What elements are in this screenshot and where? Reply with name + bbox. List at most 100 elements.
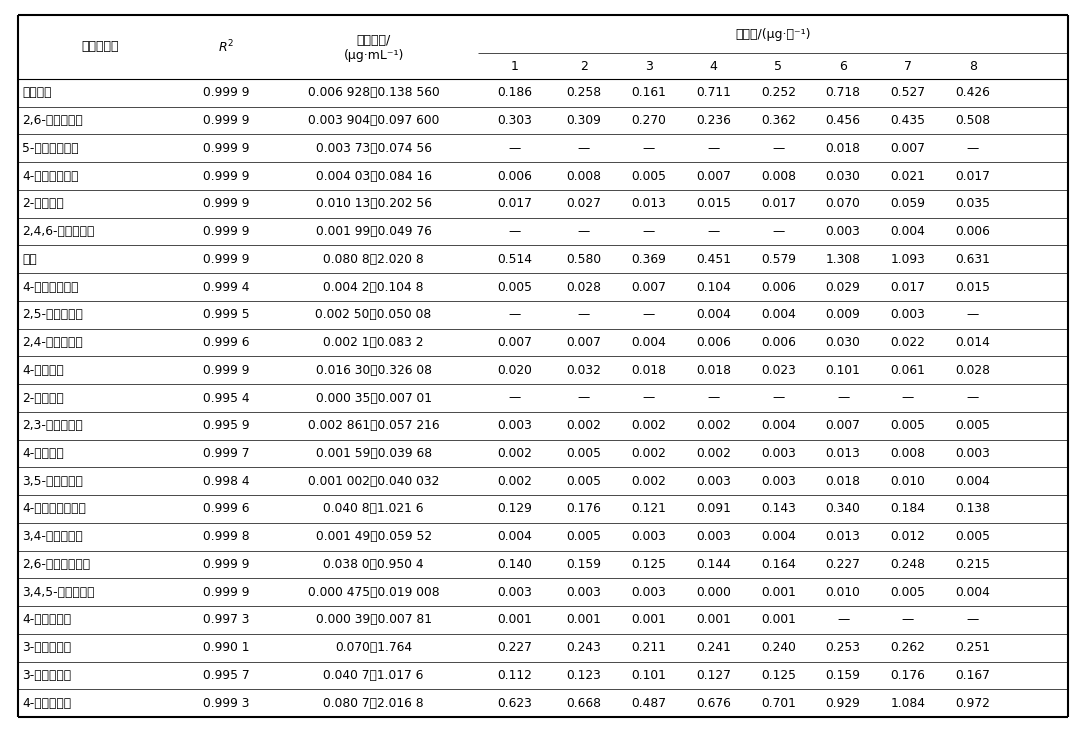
Text: 0.435: 0.435 xyxy=(891,114,926,127)
Text: 0.003: 0.003 xyxy=(826,225,861,238)
Text: 0.000 475～0.019 008: 0.000 475～0.019 008 xyxy=(308,585,440,599)
Text: 0.002: 0.002 xyxy=(696,447,731,460)
Text: 0.003: 0.003 xyxy=(566,585,602,599)
Text: 0.002: 0.002 xyxy=(566,419,602,432)
Text: 0.248: 0.248 xyxy=(891,558,926,571)
Text: 0.487: 0.487 xyxy=(631,697,666,709)
Text: 0.005: 0.005 xyxy=(891,585,926,599)
Text: 0.001: 0.001 xyxy=(497,613,532,626)
Text: 0.253: 0.253 xyxy=(825,641,861,654)
Text: 0.456: 0.456 xyxy=(825,114,861,127)
Text: 0.362: 0.362 xyxy=(761,114,796,127)
Text: 0.001: 0.001 xyxy=(761,585,796,599)
Text: 0.112: 0.112 xyxy=(497,669,532,682)
Text: —: — xyxy=(578,225,590,238)
Text: 0.006: 0.006 xyxy=(696,336,731,349)
Text: 0.580: 0.580 xyxy=(566,253,602,266)
Text: 0.017: 0.017 xyxy=(497,198,532,211)
Text: 0.003 73～0.074 56: 0.003 73～0.074 56 xyxy=(315,142,432,155)
Text: 0.001: 0.001 xyxy=(631,613,666,626)
Text: 0.251: 0.251 xyxy=(956,641,990,654)
Text: 0.227: 0.227 xyxy=(826,558,861,571)
Text: 0.508: 0.508 xyxy=(956,114,990,127)
Text: —: — xyxy=(509,225,521,238)
Text: 0.005: 0.005 xyxy=(566,475,602,488)
Text: 0.164: 0.164 xyxy=(761,558,796,571)
Text: 0.020: 0.020 xyxy=(497,364,532,377)
Text: 0.676: 0.676 xyxy=(696,697,731,709)
Text: 0.003: 0.003 xyxy=(497,585,532,599)
Text: 0.001: 0.001 xyxy=(761,613,796,626)
Text: 7: 7 xyxy=(904,60,912,72)
Text: 2,4-二甲基苯酚: 2,4-二甲基苯酚 xyxy=(22,336,83,349)
Text: —: — xyxy=(643,308,654,321)
Text: 0.007: 0.007 xyxy=(497,336,532,349)
Text: 0.999 9: 0.999 9 xyxy=(203,253,249,266)
Text: 0.184: 0.184 xyxy=(891,502,926,515)
Text: 0.018: 0.018 xyxy=(696,364,731,377)
Text: 2,4,6-三甲基苯酚: 2,4,6-三甲基苯酚 xyxy=(22,225,94,238)
Text: 0.003: 0.003 xyxy=(696,475,731,488)
Text: 0.002 1～0.083 2: 0.002 1～0.083 2 xyxy=(323,336,423,349)
Text: 0.999 9: 0.999 9 xyxy=(203,225,249,238)
Text: 2,3-二甲基苯酚: 2,3-二甲基苯酚 xyxy=(22,419,83,432)
Text: 0.059: 0.059 xyxy=(891,198,926,211)
Text: —: — xyxy=(643,142,654,155)
Text: 0.005: 0.005 xyxy=(891,419,926,432)
Text: 0.030: 0.030 xyxy=(826,170,861,182)
Text: 0.215: 0.215 xyxy=(956,558,990,571)
Text: 0.140: 0.140 xyxy=(497,558,532,571)
Text: 0.004: 0.004 xyxy=(891,225,926,238)
Text: 0.121: 0.121 xyxy=(631,502,666,515)
Text: —: — xyxy=(509,142,521,155)
Text: —: — xyxy=(643,225,654,238)
Text: 0.999 6: 0.999 6 xyxy=(203,502,249,515)
Text: 0.070: 0.070 xyxy=(826,198,861,211)
Text: 0.003: 0.003 xyxy=(956,447,990,460)
Text: 0.999 5: 0.999 5 xyxy=(203,308,249,321)
Text: 线性范围/: 线性范围/ xyxy=(356,34,391,47)
Text: 4-甲基愈创木酚: 4-甲基愈创木酚 xyxy=(22,170,79,182)
Text: 0.000: 0.000 xyxy=(696,585,731,599)
Text: 0.211: 0.211 xyxy=(631,641,666,654)
Text: 0.013: 0.013 xyxy=(631,198,666,211)
Text: 0.186: 0.186 xyxy=(497,86,532,99)
Text: 0.080 8～2.020 8: 0.080 8～2.020 8 xyxy=(323,253,424,266)
Text: 0.258: 0.258 xyxy=(566,86,602,99)
Text: 4-羟基苯乙醇: 4-羟基苯乙醇 xyxy=(22,697,71,709)
Text: 0.236: 0.236 xyxy=(696,114,731,127)
Text: 0.005: 0.005 xyxy=(497,281,532,294)
Text: 0.017: 0.017 xyxy=(956,170,990,182)
Text: 0.995 9: 0.995 9 xyxy=(203,419,249,432)
Text: 0.040 7～1.017 6: 0.040 7～1.017 6 xyxy=(323,669,423,682)
Text: —: — xyxy=(837,391,849,405)
Text: 0.027: 0.027 xyxy=(566,198,602,211)
Text: 0.451: 0.451 xyxy=(696,253,731,266)
Text: 0.159: 0.159 xyxy=(566,558,602,571)
Text: 0.003: 0.003 xyxy=(761,447,796,460)
Text: 0.007: 0.007 xyxy=(631,281,666,294)
Text: 0.309: 0.309 xyxy=(566,114,602,127)
Text: 0.008: 0.008 xyxy=(566,170,602,182)
Text: 0.004: 0.004 xyxy=(956,475,990,488)
Text: 0.005: 0.005 xyxy=(956,419,990,432)
Text: 0.002: 0.002 xyxy=(497,447,532,460)
Text: 0.029: 0.029 xyxy=(826,281,861,294)
Text: 0.005: 0.005 xyxy=(956,530,990,543)
Text: 0.101: 0.101 xyxy=(826,364,861,377)
Text: 0.262: 0.262 xyxy=(891,641,926,654)
Text: 0.999 9: 0.999 9 xyxy=(203,86,249,99)
Text: 0.002: 0.002 xyxy=(631,447,666,460)
Text: 0.007: 0.007 xyxy=(891,142,926,155)
Text: 0.009: 0.009 xyxy=(826,308,861,321)
Text: 0.028: 0.028 xyxy=(566,281,602,294)
Text: 0.061: 0.061 xyxy=(891,364,926,377)
Text: 0.125: 0.125 xyxy=(631,558,666,571)
Text: 0.005: 0.005 xyxy=(566,530,602,543)
Text: 0.010: 0.010 xyxy=(826,585,861,599)
Text: —: — xyxy=(902,613,914,626)
Text: 0.995 7: 0.995 7 xyxy=(203,669,249,682)
Text: 0.003: 0.003 xyxy=(761,475,796,488)
Text: 0.008: 0.008 xyxy=(760,170,796,182)
Text: 0.241: 0.241 xyxy=(696,641,731,654)
